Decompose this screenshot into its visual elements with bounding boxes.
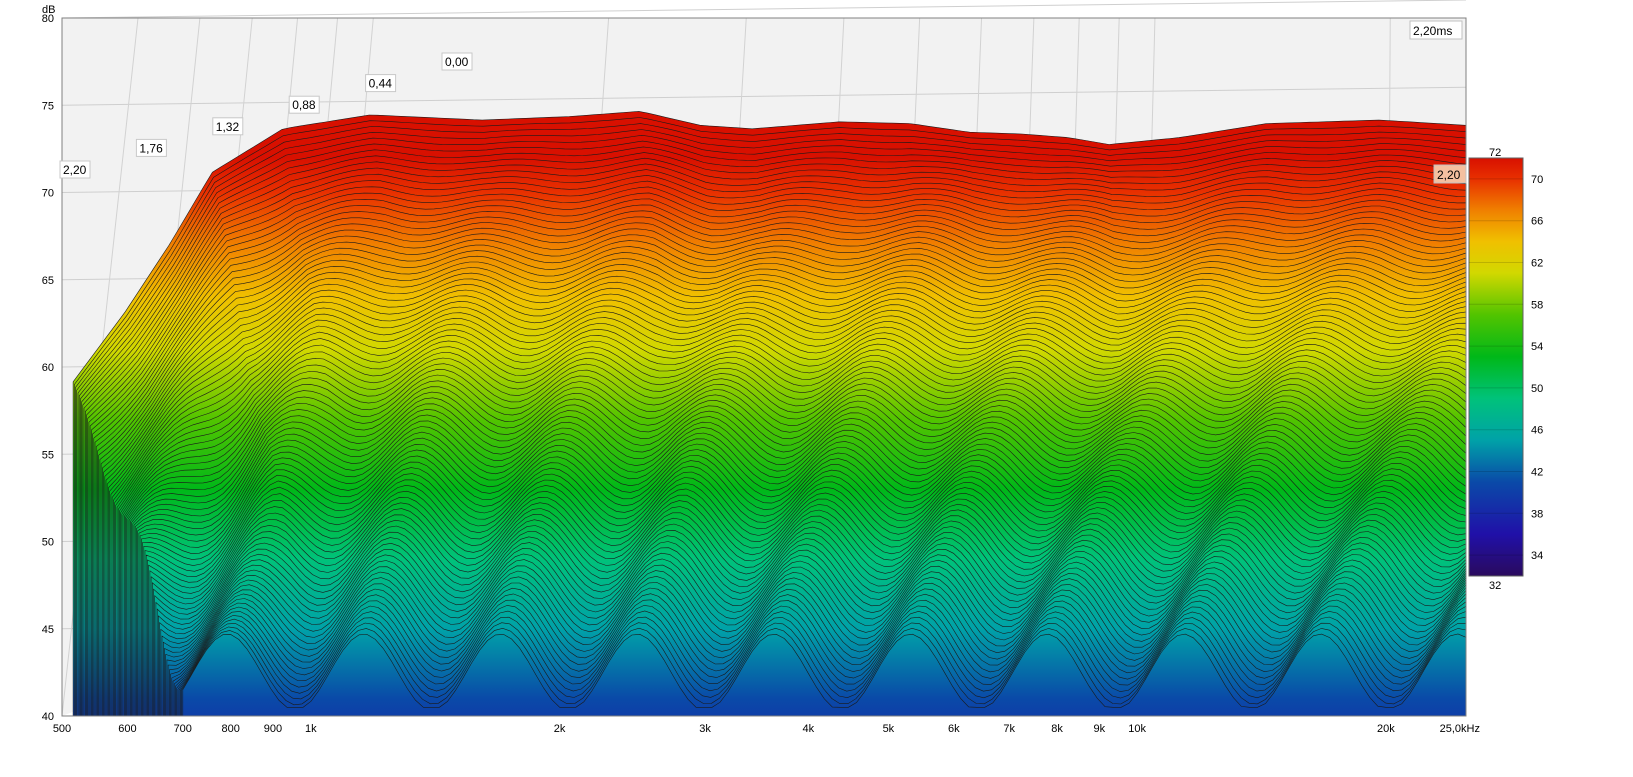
x-tick-label: 800: [222, 723, 240, 735]
svg-text:1,32: 1,32: [216, 120, 240, 134]
color-scale-tick-label: 66: [1531, 216, 1543, 228]
color-scale-tick-label: 38: [1531, 508, 1543, 520]
grid-line-db: [61, 0, 1467, 19]
svg-text:2,20: 2,20: [63, 163, 87, 177]
y-tick-label: 50: [42, 537, 54, 549]
color-scale-tick-label: 46: [1531, 425, 1543, 437]
time-tick: 0,88: [288, 95, 320, 114]
x-tick-label: 4k: [802, 723, 814, 735]
color-scale-tick-label: 62: [1531, 258, 1543, 270]
x-tick-label: 9k: [1094, 723, 1106, 735]
svg-text:0,00: 0,00: [445, 55, 469, 69]
color-scale-tick-label: 58: [1531, 299, 1543, 311]
x-tick-label: 1k: [305, 723, 317, 735]
y-tick-label: 60: [42, 362, 54, 374]
plot-frame: [61, 17, 1467, 717]
color-scale-ticks: 70 66 62 58 54 50 46 42 38 34: [1469, 174, 1543, 562]
y-tick-label: 55: [42, 449, 54, 461]
color-scale-max-label: 72: [1489, 147, 1501, 159]
x-tick-label: 2k: [554, 723, 566, 735]
x-tick-label: 900: [264, 723, 282, 735]
y-tick-label: 40: [42, 711, 54, 723]
color-scale-tick-label: 42: [1531, 467, 1543, 479]
time-tick: 0,44: [365, 74, 397, 93]
x-tick-label: 7k: [1003, 723, 1015, 735]
time-tick: 1,76: [135, 138, 167, 157]
time-corner-label: 2,20ms: [1409, 20, 1463, 40]
x-tick-label: 5k: [883, 723, 895, 735]
y-tick-label: 80: [42, 13, 54, 25]
time-tick: 0,00: [441, 52, 473, 71]
time-tick: 1,32: [212, 117, 244, 136]
x-axis-ticks: 500 600 700 800 900 1k 2k 3k 4k 5k 6k 7k 8k 9k 10k 20k 2…: [53, 723, 1480, 735]
svg-text:1,76: 1,76: [139, 141, 163, 155]
time-right-label: 2,20: [1433, 164, 1467, 184]
x-tick-label: 25,0kHz: [1440, 723, 1480, 735]
y-tick-label: 45: [42, 624, 54, 636]
y-tick-label: 75: [42, 100, 54, 112]
color-scale-tick-label: 50: [1531, 383, 1543, 395]
x-tick-label: 600: [118, 723, 136, 735]
time-tick: 2,20: [59, 160, 91, 179]
color-scale-bar: [1468, 157, 1524, 577]
y-axis-ticks: 40 45 50 55 60 65 70 75 80: [42, 13, 54, 723]
svg-text:2,20ms: 2,20ms: [1413, 24, 1452, 38]
waterfall-slice: [182, 633, 1466, 716]
svg-text:2,20: 2,20: [1437, 168, 1461, 182]
svg-text:0,88: 0,88: [292, 98, 316, 112]
waterfall-surface: [72, 111, 1466, 716]
color-scale-tick-label: 34: [1531, 550, 1543, 562]
x-tick-label: 6k: [948, 723, 960, 735]
color-scale-tick-label: 54: [1531, 341, 1543, 353]
y-axis-label: dB: [42, 4, 55, 16]
svg-text:0,44: 0,44: [369, 77, 393, 91]
x-tick-label: 10k: [1128, 723, 1146, 735]
x-tick-label: 700: [174, 723, 192, 735]
color-scale-min-label: 32: [1489, 580, 1501, 592]
color-scale-legend: 72 32 70 66 62 58 54 50 46 42 38 34: [1468, 147, 1543, 592]
x-tick-label: 500: [53, 723, 71, 735]
x-tick-label: 3k: [699, 723, 711, 735]
x-tick-label: 20k: [1377, 723, 1395, 735]
x-tick-label: 8k: [1051, 723, 1063, 735]
y-tick-label: 65: [42, 275, 54, 287]
color-scale-tick-label: 70: [1531, 174, 1543, 186]
time-axis-ticks: 0,00 0,44 0,88 1,32 1,76 2,20: [59, 52, 473, 179]
y-tick-label: 70: [42, 188, 54, 200]
